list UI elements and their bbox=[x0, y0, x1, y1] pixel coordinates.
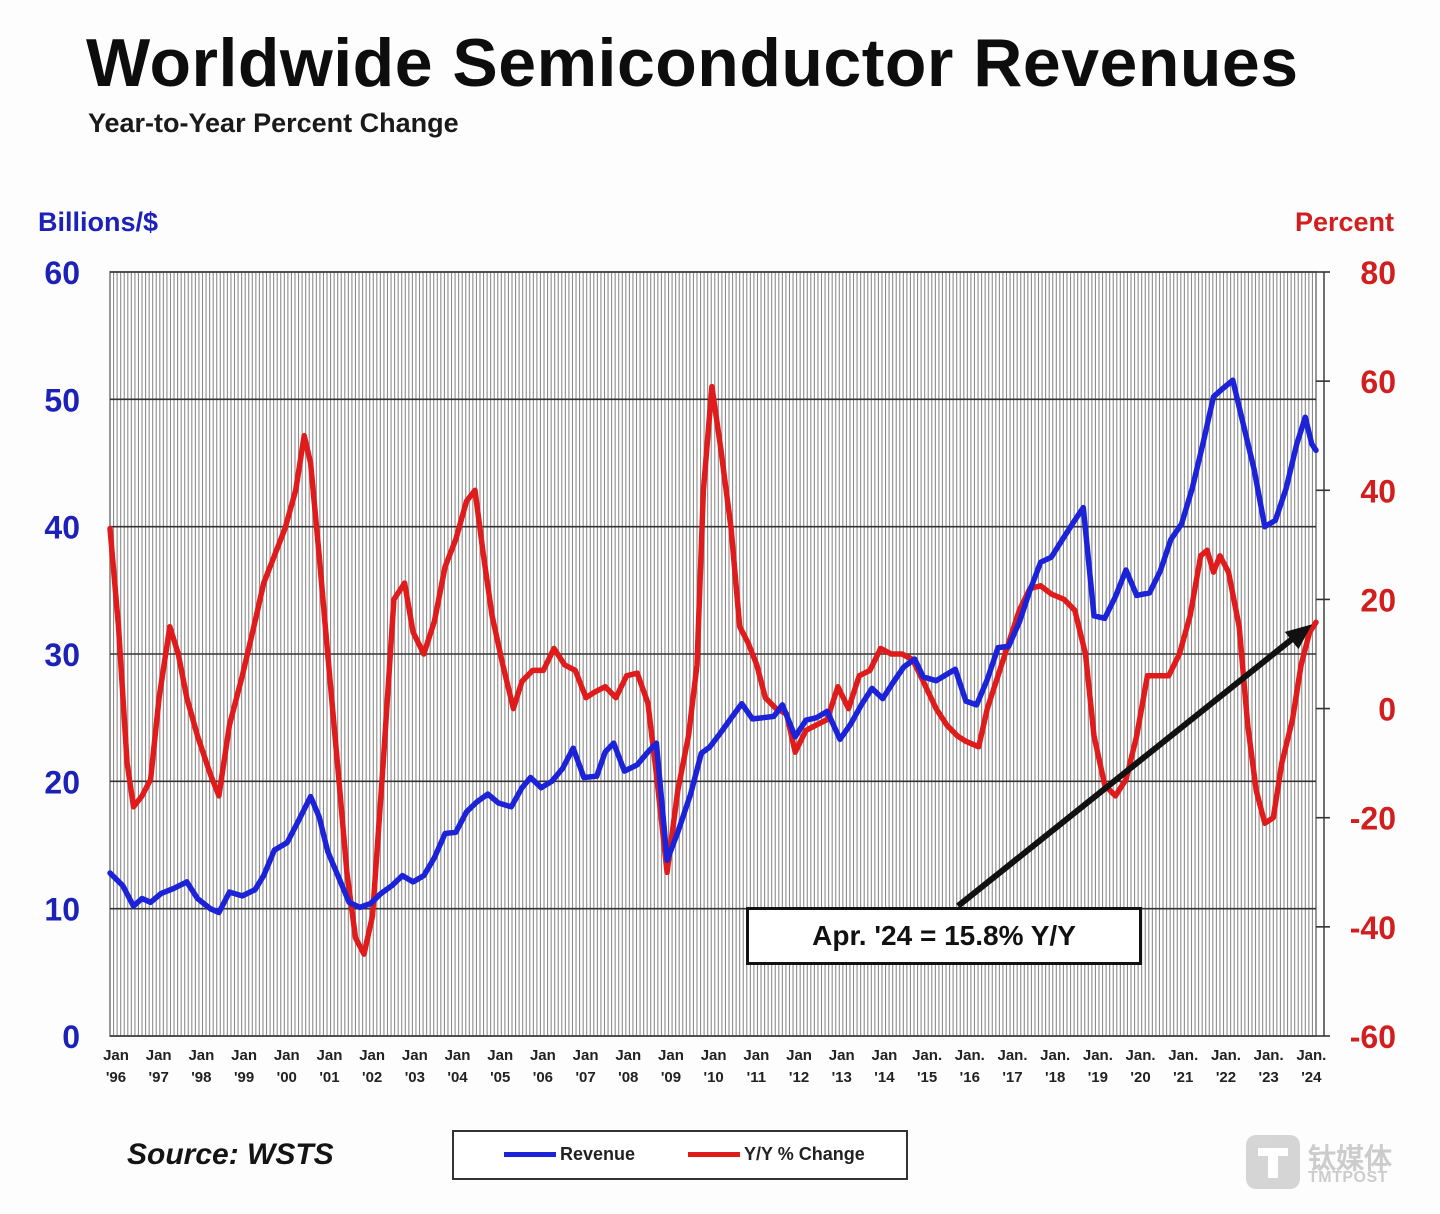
x-tick-year: '00 bbox=[277, 1069, 297, 1086]
left-tick-label: 10 bbox=[44, 892, 80, 928]
x-tick-month: Jan bbox=[487, 1047, 513, 1064]
left-tick-label: 30 bbox=[44, 637, 80, 673]
x-tick-month: Jan. bbox=[955, 1047, 985, 1064]
x-tick-month: Jan bbox=[445, 1047, 471, 1064]
x-tick-month: Jan bbox=[829, 1047, 855, 1064]
x-tick-month: Jan bbox=[786, 1047, 812, 1064]
x-tick-month: Jan bbox=[615, 1047, 641, 1064]
right-tick-label: -20 bbox=[1350, 801, 1396, 837]
x-tick-month: Jan bbox=[359, 1047, 385, 1064]
legend-swatch-revenue bbox=[504, 1152, 556, 1157]
left-tick-label: 40 bbox=[44, 510, 80, 546]
x-tick-year: '03 bbox=[405, 1069, 425, 1086]
x-tick-month: Jan bbox=[871, 1047, 897, 1064]
x-tick-year: '09 bbox=[661, 1069, 681, 1086]
x-tick-year: '97 bbox=[149, 1069, 169, 1086]
x-tick-year: '99 bbox=[234, 1069, 254, 1086]
left-axis-label: Billions/$ bbox=[38, 207, 159, 237]
x-tick-month: Jan. bbox=[1211, 1047, 1241, 1064]
legend-label-yoy: Y/Y % Change bbox=[744, 1144, 865, 1164]
legend: Revenue Y/Y % Change bbox=[452, 1130, 908, 1180]
legend-item-revenue: Revenue bbox=[504, 1144, 635, 1165]
x-tick-year: '15 bbox=[917, 1069, 937, 1086]
left-tick-label: 0 bbox=[62, 1019, 80, 1055]
right-tick-label: -60 bbox=[1350, 1019, 1396, 1055]
x-tick-month: Jan bbox=[146, 1047, 172, 1064]
legend-item-yoy: Y/Y % Change bbox=[688, 1144, 865, 1165]
x-tick-month: Jan bbox=[573, 1047, 599, 1064]
x-tick-month: Jan. bbox=[1168, 1047, 1198, 1064]
x-tick-year: '10 bbox=[704, 1069, 724, 1086]
right-tick-label: -40 bbox=[1350, 910, 1396, 946]
series-line-yoy bbox=[107, 383, 1319, 957]
x-tick-year: '20 bbox=[1130, 1069, 1150, 1086]
right-tick-label: 20 bbox=[1360, 582, 1396, 618]
right-tick-label: 40 bbox=[1360, 473, 1396, 509]
x-tick-year: '02 bbox=[362, 1069, 382, 1086]
x-tick-month: Jan bbox=[274, 1047, 300, 1064]
x-tick-year: '24 bbox=[1301, 1069, 1322, 1086]
source-note: Source: WSTS bbox=[127, 1138, 334, 1171]
annotation-arrow-head bbox=[1284, 624, 1312, 650]
x-tick-year: '04 bbox=[447, 1069, 468, 1086]
x-tick-year: '11 bbox=[747, 1069, 766, 1086]
legend-swatch-yoy bbox=[688, 1152, 740, 1157]
x-tick-month: Jan bbox=[402, 1047, 428, 1064]
right-axis-label: Percent bbox=[1294, 207, 1394, 237]
legend-label-revenue: Revenue bbox=[560, 1144, 636, 1164]
x-tick-year: '22 bbox=[1216, 1069, 1236, 1086]
x-tick-month: Jan bbox=[701, 1047, 727, 1064]
x-tick-month: Jan bbox=[317, 1047, 343, 1064]
right-tick-label: 60 bbox=[1360, 364, 1396, 400]
x-tick-year: '01 bbox=[319, 1069, 339, 1086]
x-tick-month: Jan bbox=[530, 1047, 556, 1064]
x-tick-year: '13 bbox=[832, 1069, 852, 1086]
x-tick-year: '06 bbox=[533, 1069, 553, 1086]
x-tick-month: Jan. bbox=[997, 1047, 1027, 1064]
left-tick-label: 50 bbox=[44, 382, 80, 418]
left-tick-label: 60 bbox=[44, 255, 80, 291]
x-tick-month: Jan. bbox=[912, 1047, 942, 1064]
watermark: 钛媒体 TMTPOST bbox=[1246, 1135, 1406, 1191]
x-tick-year: '19 bbox=[1088, 1069, 1108, 1086]
x-tick-year: '17 bbox=[1002, 1069, 1022, 1086]
x-tick-year: '05 bbox=[490, 1069, 510, 1086]
x-tick-year: '18 bbox=[1045, 1069, 1065, 1086]
x-tick-year: '16 bbox=[960, 1069, 980, 1086]
chart-title: Worldwide Semiconductor Revenues bbox=[86, 25, 1299, 101]
x-tick-year: '14 bbox=[874, 1069, 895, 1086]
x-tick-year: '96 bbox=[106, 1069, 126, 1086]
chart-subtitle: Year-to-Year Percent Change bbox=[88, 108, 459, 138]
x-tick-year: '12 bbox=[789, 1069, 809, 1086]
annotation-box: Apr. '24 = 15.8% Y/Y bbox=[746, 907, 1142, 965]
x-tick-month: Jan bbox=[188, 1047, 214, 1064]
x-tick-month: Jan bbox=[743, 1047, 769, 1064]
annotation-arrow-line bbox=[956, 632, 1300, 909]
tmtpost-logo-icon bbox=[1246, 1135, 1300, 1189]
x-tick-year: '07 bbox=[575, 1069, 595, 1086]
x-tick-month: Jan. bbox=[1040, 1047, 1070, 1064]
x-tick-month: Jan bbox=[231, 1047, 257, 1064]
left-tick-label: 20 bbox=[44, 764, 80, 800]
right-tick-label: 0 bbox=[1378, 692, 1396, 728]
x-tick-year: '98 bbox=[191, 1069, 211, 1086]
x-tick-year: '08 bbox=[618, 1069, 638, 1086]
watermark-en: TMTPOST bbox=[1308, 1169, 1388, 1186]
x-tick-year: '23 bbox=[1259, 1069, 1279, 1086]
x-tick-month: Jan. bbox=[1296, 1047, 1326, 1064]
x-tick-month: Jan. bbox=[1126, 1047, 1156, 1064]
x-tick-month: Jan bbox=[103, 1047, 129, 1064]
watermark-cn: 钛媒体 bbox=[1308, 1143, 1393, 1174]
x-tick-month: Jan bbox=[658, 1047, 684, 1064]
x-tick-year: '21 bbox=[1173, 1069, 1193, 1086]
series-line-revenue bbox=[107, 377, 1319, 916]
right-tick-label: 80 bbox=[1360, 255, 1396, 291]
x-tick-month: Jan. bbox=[1254, 1047, 1284, 1064]
x-tick-month: Jan. bbox=[1083, 1047, 1113, 1064]
